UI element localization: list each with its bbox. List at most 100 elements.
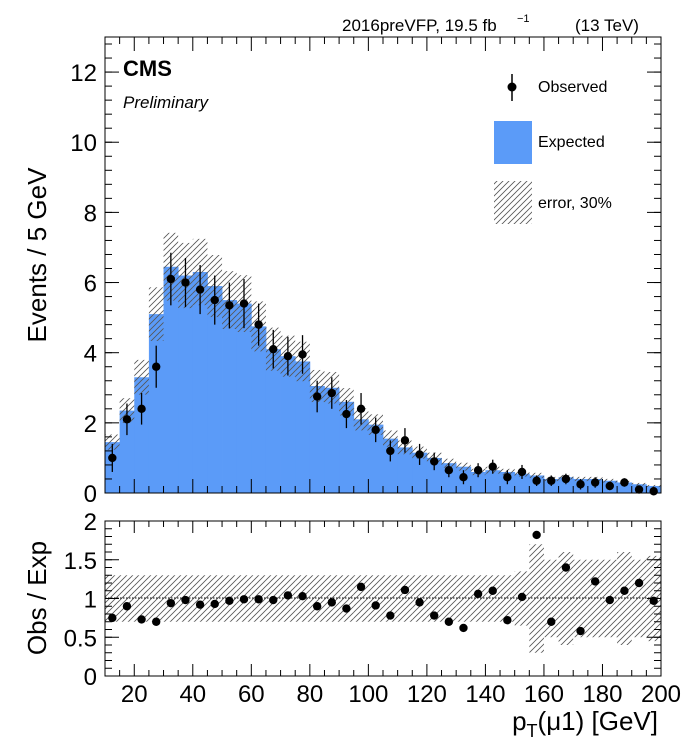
- observed-point: [108, 453, 117, 463]
- ratio-point: [152, 617, 161, 626]
- observed-point: [269, 344, 278, 354]
- ratio-uncertainty-box: [558, 552, 574, 645]
- observed-point: [517, 467, 527, 477]
- observed-point: [210, 295, 219, 305]
- observed-point: [605, 481, 614, 491]
- observed-point: [649, 487, 658, 496]
- uncertainty-box: [148, 287, 164, 341]
- ratio-y-tick-label: 0: [84, 664, 97, 691]
- observed-point: [415, 450, 424, 459]
- ratio-uncertainty-box: [397, 575, 413, 622]
- uncertainty-box: [105, 434, 120, 450]
- ratio-point: [166, 598, 176, 608]
- ratio-point: [532, 530, 541, 540]
- observed-point: [225, 301, 234, 310]
- ratio-y-axis-label: Obs / Exp: [22, 541, 52, 655]
- y-tick-label: 0: [84, 481, 97, 508]
- x-tick-label: 180: [582, 681, 622, 708]
- observed-point: [327, 388, 336, 398]
- top-axis-ticks: 0 2 4 6 8 10 12: [70, 37, 662, 508]
- ratio-points: [108, 530, 658, 636]
- observed-point: [386, 446, 395, 456]
- legend-observed-marker: [507, 82, 517, 92]
- ratio-point: [122, 602, 132, 611]
- y-tick-label: 10: [70, 130, 97, 157]
- ratio-point: [356, 582, 366, 592]
- legend-observed: Observed: [507, 74, 607, 101]
- ratio-y-tick-label: 1: [84, 587, 97, 614]
- ratio-point: [108, 613, 117, 623]
- ratio-point: [327, 598, 336, 607]
- expected-bar: [324, 387, 340, 493]
- uncertainty-box: [646, 484, 661, 488]
- observed-point: [283, 352, 293, 361]
- uncertainty-box: [602, 478, 618, 483]
- ratio-point: [561, 563, 571, 572]
- ratio-point: [473, 589, 483, 599]
- preliminary-label: Preliminary: [123, 93, 210, 112]
- ratio-uncertainty-box: [573, 559, 588, 638]
- uncertainty-box: [631, 482, 647, 486]
- ratio-point: [371, 601, 380, 610]
- ratio-point: [254, 595, 263, 604]
- expected-bar: [148, 314, 164, 493]
- observed-point: [459, 473, 468, 482]
- y-tick-label: 8: [84, 200, 97, 227]
- lumi-main-text: 2016preVFP, 19.5 fb: [342, 16, 497, 35]
- expected-bar: [617, 482, 633, 493]
- legend: Observed Expected error, 30%: [494, 74, 612, 224]
- observed-point: [239, 299, 249, 308]
- lumi-exponent-text: −1: [517, 13, 530, 25]
- ratio-point: [210, 599, 219, 609]
- ratio-point: [444, 617, 454, 626]
- legend-expected-label: Expected: [538, 134, 605, 151]
- ratio-uncertainty-box: [441, 575, 457, 622]
- y-tick-label: 2: [84, 411, 97, 438]
- expected-bar: [119, 410, 135, 493]
- ratio-point: [225, 596, 234, 606]
- ratio-point: [400, 585, 410, 595]
- observed-point: [488, 462, 497, 471]
- expected-bar: [236, 303, 252, 493]
- observed-point: [620, 478, 629, 487]
- ratio-point: [386, 611, 395, 620]
- expected-bar: [295, 361, 311, 493]
- ratio-point: [342, 604, 351, 613]
- x-tick-label: 100: [348, 681, 388, 708]
- expected-bar: [163, 266, 179, 493]
- observed-point: [576, 480, 585, 489]
- legend-error-label: error, 30%: [538, 195, 612, 212]
- x-axis-label-p: p: [512, 706, 526, 736]
- observed-point: [371, 425, 380, 435]
- observed-point: [312, 392, 322, 401]
- ratio-point: [298, 591, 307, 601]
- observed-point: [298, 350, 307, 359]
- ratio-point: [459, 623, 468, 633]
- observed-point: [547, 476, 556, 485]
- ratio-uncertainty-box: [529, 544, 544, 653]
- ratio-point: [503, 616, 512, 625]
- legend-error: error, 30%: [494, 181, 612, 224]
- ratio-uncertainty-box: [309, 575, 325, 622]
- ratio-uncertainty-box: [192, 575, 208, 622]
- ratio-point: [283, 591, 293, 600]
- observed-point: [137, 404, 146, 414]
- expected-bar: [178, 275, 194, 493]
- expected-bar: [251, 326, 267, 493]
- x-axis-label-subscript: T: [527, 721, 538, 741]
- observed-point: [473, 466, 483, 475]
- observed-point: [430, 457, 439, 466]
- ratio-point: [576, 626, 585, 636]
- x-tick-label: 60: [238, 681, 265, 708]
- expected-bar: [485, 470, 501, 493]
- x-tick-label: 140: [465, 681, 505, 708]
- x-tick-label: 40: [179, 681, 206, 708]
- x-tick-label: 20: [121, 681, 148, 708]
- ratio-point: [415, 598, 424, 607]
- observed-point: [152, 362, 161, 371]
- expected-bar: [397, 447, 413, 493]
- ratio-point: [620, 586, 629, 595]
- ratio-point: [137, 615, 146, 624]
- expected-bar: [134, 377, 150, 493]
